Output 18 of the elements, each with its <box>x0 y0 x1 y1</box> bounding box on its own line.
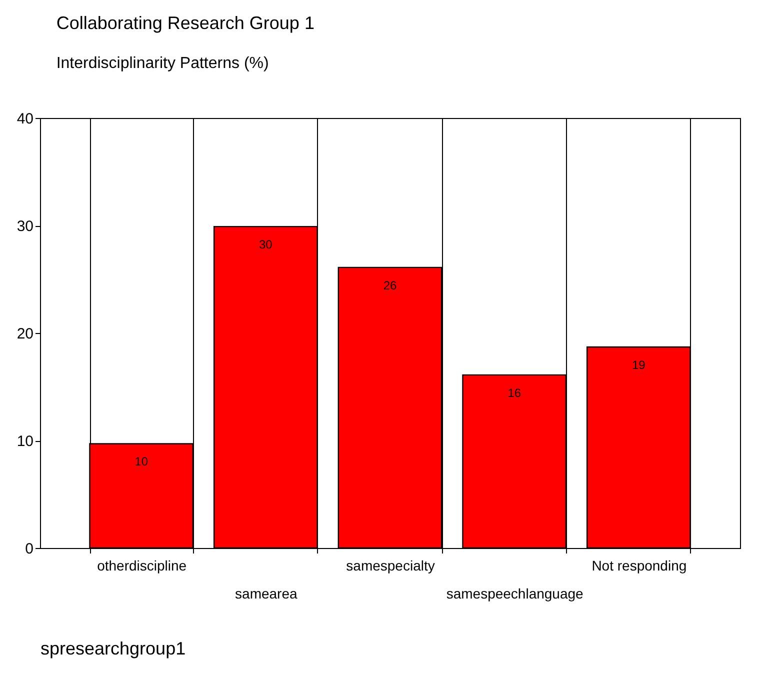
data-label: 10 <box>134 454 148 469</box>
chart-title: Collaborating Research Group 1 <box>56 13 314 33</box>
y-tick-label: 30 <box>16 218 34 235</box>
x-tick-label: samespeechlanguage <box>446 586 584 602</box>
y-tick-label: 10 <box>16 433 34 450</box>
data-label: 16 <box>508 386 522 400</box>
data-label: 19 <box>632 358 646 372</box>
y-tick-label: 0 <box>25 540 34 558</box>
data-label: 26 <box>383 278 397 292</box>
x-tick-label: samearea <box>235 586 298 602</box>
x-tick-label: otherdiscipline <box>97 558 187 574</box>
y-tick-label: 40 <box>16 110 34 128</box>
x-tick-label: samespecialty <box>346 558 435 574</box>
chart-subtitle: Interdisciplinarity Patterns (%) <box>56 55 269 72</box>
x-axis-title: spresearchgroup1 <box>40 638 186 658</box>
data-label: 30 <box>258 238 273 252</box>
x-tick-label: Not responding <box>592 558 687 574</box>
y-tick-label: 20 <box>16 326 34 342</box>
